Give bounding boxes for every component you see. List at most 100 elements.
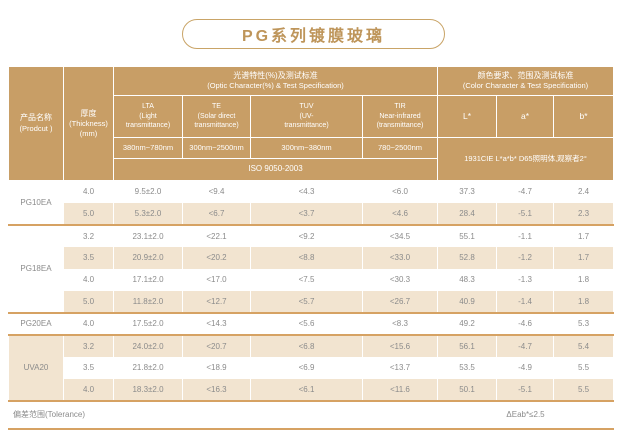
product-name: PG10EA <box>8 180 64 226</box>
lta-value: 21.8±2.0 <box>113 356 183 379</box>
a-value: -1.1 <box>496 224 555 247</box>
color-group-cn: 颜色要求、范围及测试标准 <box>477 70 574 80</box>
thickness-header-unit: (mm) <box>79 128 98 138</box>
col-header-b: b* <box>553 95 615 138</box>
thickness-value: 3.5 <box>63 246 114 269</box>
te-value: <12.7 <box>182 290 251 314</box>
tuv-range: 300nm~380nm <box>250 137 363 159</box>
optic-group-en: (Optic Character(%) & Test Specification… <box>207 81 344 91</box>
col-header-a: a* <box>496 95 555 138</box>
tir-value: <11.6 <box>361 378 439 402</box>
b-value: 1.7 <box>553 224 615 247</box>
optic-group-header: 光谱特性(%)及测试标准 (Optic Character(%) & Test … <box>112 66 439 96</box>
lta-abbr: LTA <box>142 103 154 111</box>
table-row: PG20EA 4.0 17.5±2.0 <14.3 <5.6 <8.3 49.2… <box>8 312 615 336</box>
tir-value: <15.6 <box>361 334 439 357</box>
a-value: -4.9 <box>496 356 555 379</box>
product-header-cn: 产品名称 <box>20 113 52 123</box>
l-value: 55.1 <box>437 224 498 247</box>
tuv-value: <6.8 <box>250 334 363 357</box>
header-row-subcolumns: LTA (Light transmittance) TE (Solar dire… <box>9 95 615 138</box>
tir-value: <26.7 <box>361 290 439 314</box>
b-value: 5.4 <box>553 334 615 357</box>
tuv-value: <9.2 <box>250 224 363 247</box>
thickness-value: 4.0 <box>63 378 114 402</box>
thickness-header-en: (Thickness) <box>69 118 108 128</box>
a-value: -5.1 <box>496 202 555 226</box>
lta-value: 17.1±2.0 <box>113 268 183 291</box>
page-title: PG系列镀膜玻璃 <box>182 19 445 49</box>
table-row: 4.0 18.3±2.0 <16.3 <6.1 <11.6 50.1 -5.1 … <box>9 378 615 402</box>
col-header-lta: LTA (Light transmittance) <box>113 95 183 138</box>
optic-group-cn: 光谱特性(%)及测试标准 <box>233 70 318 80</box>
tolerance-row: 偏差范围(Tolerance) ΔEab*≤2.5 <box>8 400 615 430</box>
tuv-value: <5.7 <box>250 290 363 314</box>
product-name: PG20EA <box>8 312 64 336</box>
color-group-header: 颜色要求、范围及测试标准 (Color Character & Test Spe… <box>437 66 615 96</box>
table-row: 5.0 5.3±2.0 <6.7 <3.7 <4.6 28.4 -5.1 2.3 <box>9 202 615 226</box>
l-value: 40.9 <box>437 290 498 314</box>
tuv-value: <3.7 <box>250 202 363 226</box>
col-header-product: 产品名称 (Prodcut ) <box>8 66 64 181</box>
tuv-value: <6.1 <box>250 378 363 402</box>
a-value: -1.4 <box>496 290 555 314</box>
col-header-thickness: 厚度 (Thickness) (mm) <box>63 66 114 181</box>
b-value: 1.8 <box>553 268 615 291</box>
tolerance-spacer <box>112 400 439 430</box>
header-row-iso: ISO 9050-2003 <box>9 158 614 181</box>
te-value: <16.3 <box>182 378 251 402</box>
tuv-value: <7.5 <box>250 268 363 291</box>
header-row-ranges: 380nm~780nm 300nm~2500nm 300nm~380nm 780… <box>9 137 615 181</box>
thickness-value: 3.2 <box>63 224 114 247</box>
col-header-te: TE (Solar direct transmittance) <box>182 95 251 138</box>
tir-abbr: TIR <box>394 103 406 111</box>
a-value: -4.7 <box>496 180 555 203</box>
l-value: 48.3 <box>437 268 498 291</box>
tir-value: <34.5 <box>361 224 439 247</box>
l-value: 53.5 <box>437 356 498 379</box>
cie-standard: 1931CIE L*a*b* D65照明体,观察者2° <box>437 137 615 181</box>
lta-desc2: transmittance) <box>125 122 171 130</box>
tir-value: <6.0 <box>361 180 439 203</box>
thickness-value: 4.0 <box>63 312 114 336</box>
product-header-en: (Prodcut ) <box>19 123 53 133</box>
col-header-l: L* <box>437 95 498 138</box>
te-value: <14.3 <box>182 312 251 336</box>
te-value: <22.1 <box>182 224 251 247</box>
tuv-value: <4.3 <box>250 180 363 203</box>
col-header-tir: TIR Near-infrared (transmittance) <box>361 95 439 138</box>
tir-desc1: Near-infrared <box>379 112 421 120</box>
a-value: -5.1 <box>496 378 555 402</box>
lta-value: 17.5±2.0 <box>113 312 183 336</box>
spec-table: 产品名称 (Prodcut ) 厚度 (Thickness) (mm) 光谱特性… <box>8 66 615 430</box>
tolerance-value: ΔEab*≤2.5 <box>437 400 615 430</box>
lta-value: 9.5±2.0 <box>113 180 183 203</box>
te-value: <18.9 <box>182 356 251 379</box>
tir-value: <13.7 <box>361 356 439 379</box>
l-value: 49.2 <box>437 312 498 336</box>
header-row-groups: 产品名称 (Prodcut ) 厚度 (Thickness) (mm) 光谱特性… <box>8 66 615 181</box>
col-header-tuv: TUV (UV- transmittance) <box>250 95 363 138</box>
tir-value: <30.3 <box>361 268 439 291</box>
te-value: <20.7 <box>182 334 251 357</box>
table-row: 5.0 11.8±2.0 <12.7 <5.7 <26.7 40.9 -1.4 … <box>9 290 615 314</box>
lta-value: 20.9±2.0 <box>113 246 183 269</box>
te-value: <17.0 <box>182 268 251 291</box>
table-row: PG10EA 4.0 9.5±2.0 <9.4 <4.3 <6.0 37.3 -… <box>8 180 615 226</box>
thickness-header-cn: 厚度 <box>80 108 97 118</box>
lta-range: 380nm~780nm <box>113 137 183 159</box>
tir-value: <8.3 <box>361 312 439 336</box>
tuv-desc2: transmittance) <box>284 122 329 130</box>
b-value: 5.5 <box>553 378 615 402</box>
tir-desc2: (transmittance) <box>376 122 424 130</box>
thickness-value: 3.5 <box>63 356 114 379</box>
thickness-value: 4.0 <box>63 180 114 203</box>
l-value: 56.1 <box>437 334 498 357</box>
te-value: <9.4 <box>182 180 251 203</box>
table-row: PG18EA 3.2 23.1±2.0 <22.1 <9.2 <34.5 55.… <box>8 224 615 314</box>
te-value: <6.7 <box>182 202 251 226</box>
te-desc1: (Solar direct <box>197 112 236 120</box>
l-value: 50.1 <box>437 378 498 402</box>
b-value: 2.4 <box>553 180 615 203</box>
